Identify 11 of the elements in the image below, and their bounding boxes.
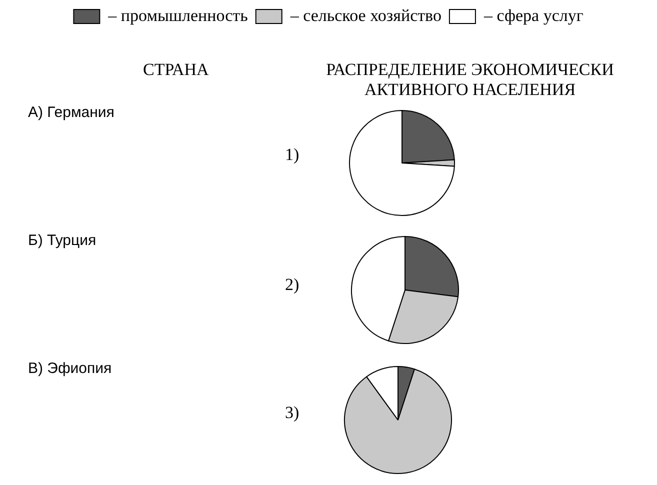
legend-label: – сельское хозяйство: [289, 6, 442, 25]
text: А) Германия: [28, 104, 114, 121]
text: 1): [285, 145, 300, 165]
text: Б) Турция: [28, 232, 96, 249]
legend-label: – сфера услуг: [482, 6, 584, 25]
text: 3): [285, 403, 300, 423]
text: В) Эфиопия: [28, 360, 112, 377]
text: РАСПРЕДЕЛЕНИЕ ЭКОНОМИЧЕСКИ АКТИВНОГО НАСЕЛЕНИЯ: [325, 60, 615, 100]
text: 2): [285, 275, 300, 295]
legend-label: – промышленность: [107, 6, 248, 25]
text: СТРАНА: [143, 60, 209, 80]
